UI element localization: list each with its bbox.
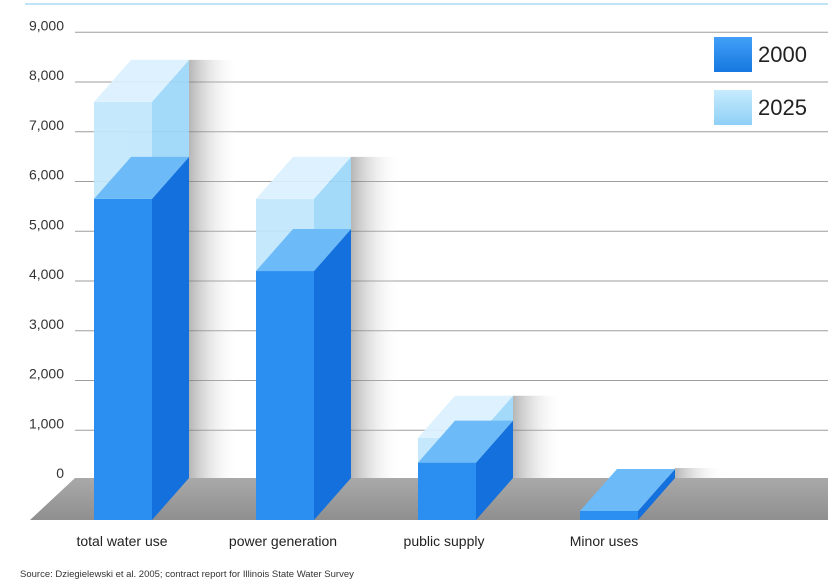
legend-label-2025: 2025 [758,95,807,120]
x-category-label: power generation [229,533,337,549]
bar-shadow [351,156,401,478]
x-category-label: total water use [76,533,167,549]
legend-swatch-2025 [714,90,752,125]
water-use-bar-chart: 0 1,000 2,000 3,000 4,000 5,000 6,000 7,000 8,00… [25,3,828,549]
legend-swatch-2000 [714,37,752,72]
bars [94,59,725,521]
bar-2000-top [418,420,513,463]
y-tick-label: 3,000 [29,316,64,332]
x-category-label: Minor uses [570,533,638,549]
y-tick-label: 0 [56,465,64,481]
y-tick-label: 4,000 [29,266,64,282]
y-tick-label: 6,000 [29,167,64,183]
y-tick-label: 2,000 [29,366,64,382]
x-category-label: public supply [404,533,485,549]
bar-2000 [418,420,513,520]
bar-2000-top [580,469,675,511]
bar-2025-extension-top [256,156,351,199]
y-tick-label: 9,000 [29,17,64,33]
bar-shadow [675,468,725,478]
bar-2000 [94,156,189,520]
source-note: Source: Dziegielewski et al. 2005; contr… [20,569,354,580]
bar-2025-extension-top [94,59,189,102]
y-tick-label: 1,000 [29,415,64,431]
bar-2000 [256,229,351,521]
legend: 2000 2025 [714,37,807,125]
bar-2000-top [256,229,351,272]
bar-shadow [189,59,239,479]
bar-2000-front [418,462,476,520]
bar-2000-side [152,156,189,520]
bar-2000-top [94,156,189,199]
bar-2000-front [94,198,152,520]
bar-2000-front [580,511,638,520]
y-tick-label: 5,000 [29,216,64,232]
bar-shadow [513,395,563,478]
bar-2000 [580,469,675,520]
bar-2000-side [638,469,675,520]
bar-2000-side [476,420,513,520]
bar-2025-extension-top [418,395,513,438]
legend-label-2000: 2000 [758,42,807,67]
bar-2000-side [314,229,351,521]
bar-2000-front [256,271,314,520]
y-axis-ticks: 0 1,000 2,000 3,000 4,000 5,000 6,000 7,000 8,00… [29,17,64,481]
y-tick-label: 8,000 [29,67,64,83]
x-axis-categories: total water use power generation public su… [76,533,638,549]
y-tick-label: 7,000 [29,117,64,133]
